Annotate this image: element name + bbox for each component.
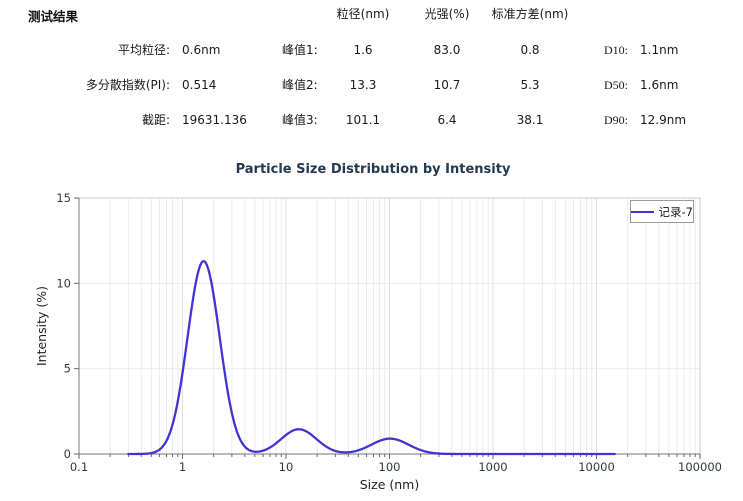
row-label: 截距: <box>141 113 170 127</box>
results-title: 测试结果 <box>28 9 79 24</box>
row-label: 多分散指数(PI): <box>85 78 170 92</box>
particle-size-distribution-plot: 0.1 1 10 100 1000 10000 100000 0 5 10 15 <box>56 191 722 474</box>
legend-series-line-icon <box>631 210 654 213</box>
peak-int: 10.7 <box>433 78 461 92</box>
d-value: 1.6nm <box>640 78 679 92</box>
x-tick-label: 100000 <box>678 460 722 474</box>
d-label: D90: <box>604 113 628 127</box>
y-tick-label: 10 <box>56 276 71 290</box>
peak-std: 5.3 <box>520 78 540 92</box>
x-tick-label: 1 <box>179 460 186 474</box>
y-tick-label: 5 <box>64 362 71 376</box>
d-label: D50: <box>604 78 628 92</box>
peak-label: 峰值2: <box>282 78 318 92</box>
d-value: 12.9nm <box>640 113 687 127</box>
header-stddev: 标准方差(nm) <box>491 7 569 21</box>
x-tick-label: 0.1 <box>70 460 88 474</box>
peak-label: 峰值3: <box>282 113 318 127</box>
x-axis: 0.1 1 10 100 1000 10000 100000 <box>70 454 722 474</box>
row-label: 平均粒径: <box>117 43 170 57</box>
y-tick-label: 0 <box>64 447 71 461</box>
peak-int: 6.4 <box>437 113 457 127</box>
peak-label: 峰值1: <box>282 43 318 57</box>
legend-series-label: 记录-7 <box>658 204 693 219</box>
row-value: 0.6nm <box>182 43 221 57</box>
row-value: 0.514 <box>182 78 217 92</box>
y-axis-title: Intensity (%) <box>34 286 49 367</box>
y-tick-label: 15 <box>56 191 71 205</box>
d-value: 1.1nm <box>640 43 679 57</box>
peak-std: 0.8 <box>520 43 540 57</box>
peak-size: 101.1 <box>345 113 381 127</box>
series-line-记录-7 <box>127 260 616 456</box>
y-axis: 0 5 10 15 <box>56 191 79 461</box>
gridlines <box>79 198 701 454</box>
x-tick-label: 10 <box>279 460 294 474</box>
peak-int: 83.0 <box>433 43 461 57</box>
d-label: D10: <box>604 43 628 57</box>
header-size: 粒径(nm) <box>336 7 390 21</box>
x-tick-label: 1000 <box>478 460 507 474</box>
peak-std: 38.1 <box>516 113 544 127</box>
peak-size: 13.3 <box>349 78 377 92</box>
header-intensity: 光强(%) <box>424 7 470 21</box>
peak-size: 1.6 <box>353 43 373 57</box>
x-tick-label: 100 <box>379 460 401 474</box>
x-axis-title: Size (nm) <box>359 477 420 492</box>
legend-box: 记录-7 <box>630 200 694 223</box>
row-value: 19631.136 <box>182 113 247 127</box>
x-tick-label: 10000 <box>578 460 615 474</box>
chart-title: Particle Size Distribution by Intensity <box>235 162 511 177</box>
